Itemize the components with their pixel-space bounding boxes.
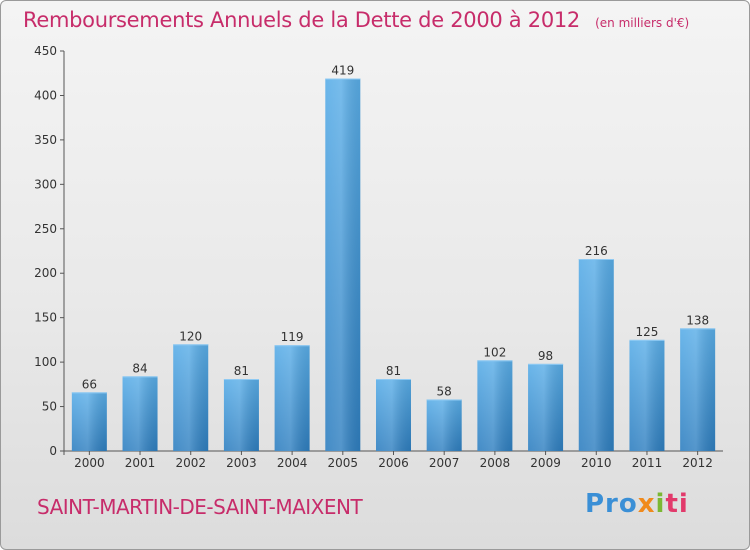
value-label: 102 <box>483 345 506 359</box>
bar-shine <box>122 376 158 451</box>
chart-title: Remboursements Annuels de la Dette de 20… <box>23 8 580 32</box>
bar-shine <box>173 344 209 451</box>
value-label: 84 <box>132 361 147 375</box>
bar-shine <box>528 363 564 451</box>
chart-subtitle: (en milliers d'€) <box>595 16 690 30</box>
value-label: 216 <box>585 244 608 258</box>
x-tick-label: 2008 <box>480 456 511 470</box>
x-tick-label: 2005 <box>328 456 359 470</box>
bar-shine <box>426 399 462 451</box>
x-tick-label: 2007 <box>429 456 460 470</box>
y-tick-label: 350 <box>34 133 57 147</box>
y-tick-label: 200 <box>34 266 57 280</box>
value-label: 66 <box>82 377 97 391</box>
bar-shine <box>223 379 259 451</box>
bar-layer <box>71 78 716 452</box>
bar-shine <box>71 392 107 451</box>
commune-name: SAINT-MARTIN-DE-SAINT-MAIXENT <box>37 495 363 519</box>
value-label: 81 <box>386 364 401 378</box>
value-label: 120 <box>179 329 202 343</box>
x-tick-label: 2004 <box>277 456 308 470</box>
label-layer: 66 84 120 81 119 419 81 58 102 98 216 125 138 <box>82 64 709 399</box>
x-tick-label: 2003 <box>226 456 257 470</box>
bar-shine <box>477 360 513 451</box>
x-tick-label: 2010 <box>581 456 612 470</box>
y-tick-label: 400 <box>34 88 57 102</box>
value-label: 81 <box>234 364 249 378</box>
x-tick-label: 2011 <box>632 456 663 470</box>
y-tick-label: 150 <box>34 311 57 325</box>
y-tick-label: 100 <box>34 355 57 369</box>
bar-shine <box>578 259 614 451</box>
bar-shine <box>680 328 716 451</box>
bar-shine <box>376 379 411 451</box>
axis-layer: 0 50 100 150 200 250 300 350 400 450 2000 2001 2002 2… <box>34 44 723 470</box>
value-label: 125 <box>636 325 659 339</box>
value-label: 98 <box>538 349 553 363</box>
y-tick-label: 450 <box>34 44 57 58</box>
bar-shine <box>274 345 310 451</box>
bar-shine <box>325 78 361 452</box>
y-tick-label: 50 <box>42 400 57 414</box>
y-tick-label: 300 <box>34 177 57 191</box>
value-label: 419 <box>331 64 354 78</box>
title-row: Remboursements Annuels de la Dette de 20… <box>23 8 689 32</box>
x-tick-label: 2002 <box>175 456 206 470</box>
value-label: 138 <box>686 313 709 327</box>
value-label: 119 <box>281 330 304 344</box>
x-tick-label: 2012 <box>682 456 713 470</box>
x-tick-label: 2000 <box>74 456 105 470</box>
y-tick-label: 0 <box>49 444 57 458</box>
x-tick-label: 2001 <box>125 456 156 470</box>
x-tick-label: 2009 <box>530 456 561 470</box>
y-tick-label: 250 <box>34 222 57 236</box>
bar-shine <box>629 339 665 451</box>
proxiti-logo: Proxiti <box>585 489 689 519</box>
x-tick-label: 2006 <box>378 456 409 470</box>
value-label: 58 <box>437 384 452 398</box>
